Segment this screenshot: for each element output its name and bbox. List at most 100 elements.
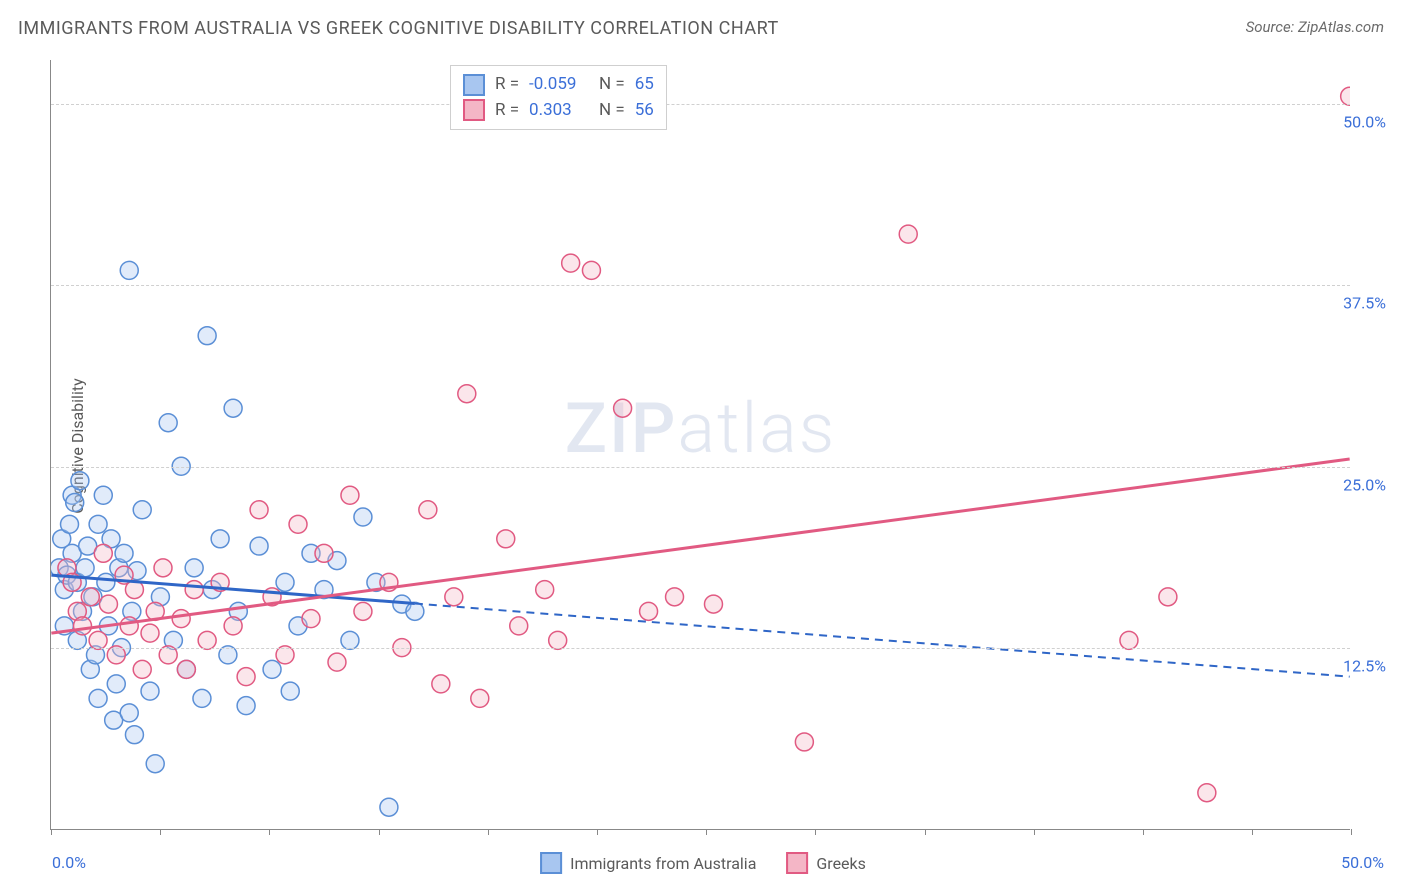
plot-area: ZIPatlas bbox=[50, 60, 1350, 830]
data-point bbox=[68, 631, 86, 649]
data-point bbox=[128, 562, 146, 580]
data-point bbox=[193, 689, 211, 707]
data-point bbox=[562, 254, 580, 272]
data-point bbox=[185, 581, 203, 599]
grid-line bbox=[51, 648, 1350, 649]
data-point bbox=[89, 515, 107, 533]
bottom-legend: Immigrants from Australia Greeks bbox=[540, 852, 866, 874]
data-point bbox=[66, 494, 84, 512]
data-point bbox=[250, 537, 268, 555]
regression-line-dashed bbox=[415, 604, 1350, 677]
x-tick bbox=[379, 829, 380, 835]
data-point bbox=[63, 573, 81, 591]
data-point bbox=[81, 660, 99, 678]
data-point bbox=[115, 566, 133, 584]
data-point bbox=[328, 653, 346, 671]
data-point bbox=[58, 559, 76, 577]
data-point bbox=[146, 755, 164, 773]
stats-r-value: -0.059 bbox=[529, 72, 589, 98]
data-point bbox=[198, 631, 216, 649]
data-point bbox=[102, 530, 120, 548]
data-point bbox=[120, 261, 138, 279]
data-point bbox=[133, 660, 151, 678]
data-point bbox=[84, 588, 102, 606]
data-point bbox=[125, 581, 143, 599]
data-point bbox=[89, 631, 107, 649]
stats-r-label: R = bbox=[495, 98, 519, 124]
legend-swatch bbox=[540, 852, 562, 874]
x-tick bbox=[488, 829, 489, 835]
data-point bbox=[614, 399, 632, 417]
legend-item: Greeks bbox=[786, 852, 866, 874]
chart-title: IMMIGRANTS FROM AUSTRALIA VS GREEK COGNI… bbox=[18, 18, 779, 39]
data-point bbox=[281, 682, 299, 700]
data-point bbox=[123, 602, 141, 620]
data-point bbox=[71, 472, 89, 490]
data-point bbox=[55, 581, 73, 599]
x-tick bbox=[925, 829, 926, 835]
watermark: ZIPatlas bbox=[565, 388, 837, 470]
data-point bbox=[229, 602, 247, 620]
data-point bbox=[471, 689, 489, 707]
data-point bbox=[419, 501, 437, 519]
data-point bbox=[53, 530, 71, 548]
data-point bbox=[146, 602, 164, 620]
grid-line bbox=[51, 285, 1350, 286]
data-point bbox=[536, 581, 554, 599]
data-point bbox=[302, 544, 320, 562]
x-axis-min-label: 0.0% bbox=[52, 853, 86, 872]
x-tick bbox=[706, 829, 707, 835]
data-point bbox=[94, 544, 112, 562]
data-point bbox=[315, 581, 333, 599]
stats-n-value: 65 bbox=[635, 72, 654, 98]
data-point bbox=[393, 595, 411, 613]
grid-line bbox=[51, 104, 1350, 105]
watermark-bold: ZIP bbox=[565, 388, 678, 470]
stats-row: R = 0.303 N = 56 bbox=[463, 98, 654, 124]
stats-n-value: 56 bbox=[635, 98, 654, 124]
data-point bbox=[704, 595, 722, 613]
data-point bbox=[105, 711, 123, 729]
data-point bbox=[110, 559, 128, 577]
data-point bbox=[185, 559, 203, 577]
data-point bbox=[125, 726, 143, 744]
legend-item: Immigrants from Australia bbox=[540, 852, 756, 874]
data-point bbox=[354, 508, 372, 526]
legend-swatch bbox=[463, 74, 485, 96]
data-point bbox=[58, 566, 76, 584]
y-tick-label: 25.0% bbox=[1343, 475, 1386, 494]
data-point bbox=[151, 588, 169, 606]
data-point bbox=[55, 617, 73, 635]
x-tick bbox=[269, 829, 270, 835]
stats-row: R = -0.059 N = 65 bbox=[463, 72, 654, 98]
x-tick bbox=[51, 829, 52, 835]
data-point bbox=[63, 544, 81, 562]
data-point bbox=[211, 573, 229, 591]
stats-n-label: N = bbox=[599, 98, 625, 124]
data-point bbox=[341, 631, 359, 649]
data-point bbox=[237, 697, 255, 715]
legend-label: Greeks bbox=[816, 854, 866, 873]
data-point bbox=[1341, 87, 1350, 105]
data-point bbox=[89, 689, 107, 707]
data-point bbox=[141, 682, 159, 700]
data-point bbox=[76, 559, 94, 577]
data-point bbox=[141, 624, 159, 642]
source-label: Source: ZipAtlas.com bbox=[1246, 18, 1384, 36]
scatter-svg bbox=[51, 60, 1350, 829]
data-point bbox=[263, 588, 281, 606]
data-point bbox=[289, 515, 307, 533]
x-axis-max-label: 50.0% bbox=[1341, 853, 1384, 872]
data-point bbox=[51, 559, 68, 577]
watermark-rest: atlas bbox=[677, 388, 836, 470]
data-point bbox=[68, 602, 86, 620]
data-point bbox=[582, 261, 600, 279]
data-point bbox=[237, 668, 255, 686]
data-point bbox=[315, 544, 333, 562]
data-point bbox=[354, 602, 372, 620]
stats-n-label: N = bbox=[599, 72, 625, 98]
data-point bbox=[1120, 631, 1138, 649]
data-point bbox=[224, 617, 242, 635]
data-point bbox=[97, 573, 115, 591]
data-point bbox=[510, 617, 528, 635]
